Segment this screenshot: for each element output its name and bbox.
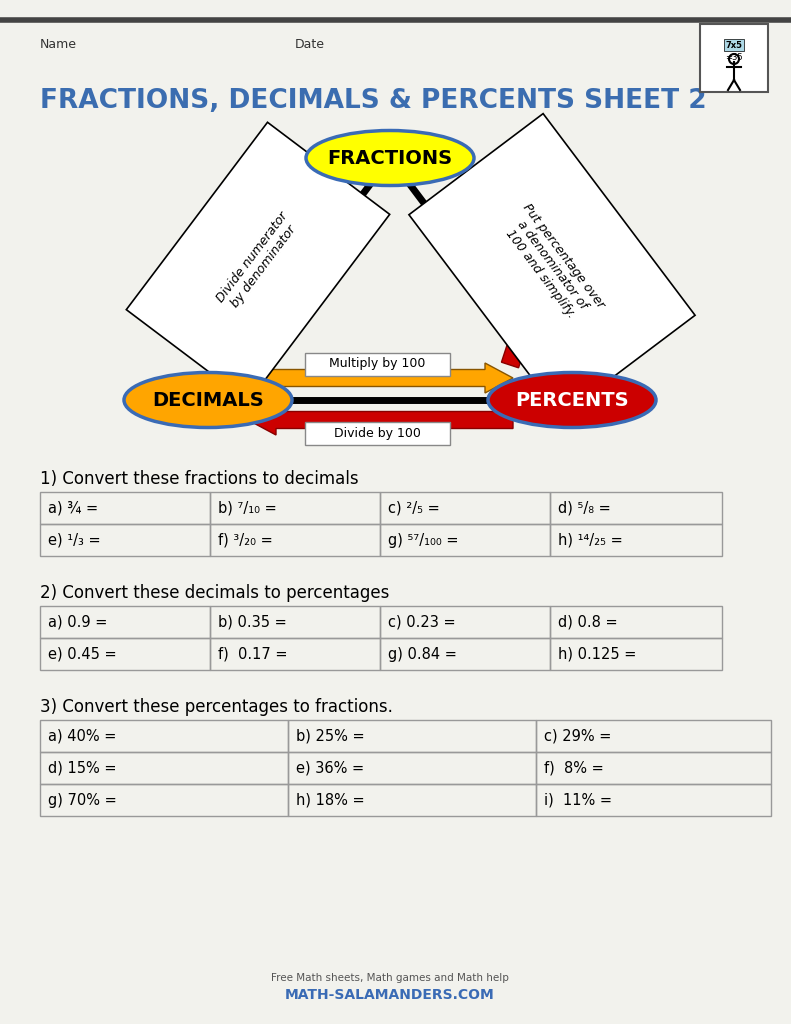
- Text: b) 0.35 =: b) 0.35 =: [218, 614, 287, 630]
- Text: Divide by 100: Divide by 100: [334, 427, 421, 439]
- Bar: [210, 492, 380, 524]
- Bar: [210, 606, 380, 638]
- Text: f)  8% =: f) 8% =: [544, 761, 604, 775]
- Bar: [380, 638, 550, 670]
- Text: e) ¹/₃ =: e) ¹/₃ =: [48, 532, 100, 548]
- Text: i)  11% =: i) 11% =: [544, 793, 612, 808]
- Bar: [40, 524, 210, 556]
- Bar: [40, 784, 288, 816]
- Text: e) 36% =: e) 36% =: [296, 761, 364, 775]
- Text: f) ³/₂₀ =: f) ³/₂₀ =: [218, 532, 273, 548]
- FancyArrow shape: [501, 197, 573, 368]
- Text: 3) Convert these percentages to fractions.: 3) Convert these percentages to fraction…: [40, 698, 393, 716]
- Text: h) ¹⁴/₂₅ =: h) ¹⁴/₂₅ =: [558, 532, 623, 548]
- Text: d) 15% =: d) 15% =: [48, 761, 116, 775]
- Text: d) ⁵/₈ =: d) ⁵/₈ =: [558, 501, 611, 515]
- Text: g) ⁵⁷/₁₀₀ =: g) ⁵⁷/₁₀₀ =: [388, 532, 459, 548]
- Text: Put percentage over
a denominator of
100 and simplify.: Put percentage over a denominator of 100…: [497, 201, 607, 329]
- Bar: [40, 752, 288, 784]
- Bar: [40, 720, 288, 752]
- Text: Name: Name: [40, 38, 77, 51]
- Text: e) 0.45 =: e) 0.45 =: [48, 646, 116, 662]
- Bar: [40, 606, 210, 638]
- Bar: [380, 492, 550, 524]
- FancyBboxPatch shape: [305, 353, 450, 376]
- Bar: [380, 606, 550, 638]
- FancyArrow shape: [248, 362, 513, 393]
- Bar: [536, 752, 771, 784]
- Text: c) 29% =: c) 29% =: [544, 728, 611, 743]
- Text: c) 0.23 =: c) 0.23 =: [388, 614, 456, 630]
- Text: g) 0.84 =: g) 0.84 =: [388, 646, 457, 662]
- Text: b) ⁷/₁₀ =: b) ⁷/₁₀ =: [218, 501, 277, 515]
- Ellipse shape: [124, 373, 292, 427]
- Bar: [550, 606, 722, 638]
- Bar: [380, 524, 550, 556]
- FancyBboxPatch shape: [305, 422, 450, 445]
- Bar: [550, 524, 722, 556]
- Ellipse shape: [488, 373, 656, 427]
- Bar: [288, 784, 536, 816]
- Text: FRACTIONS, DECIMALS & PERCENTS SHEET 2: FRACTIONS, DECIMALS & PERCENTS SHEET 2: [40, 88, 706, 114]
- Text: Multiply by 100: Multiply by 100: [329, 357, 426, 371]
- Text: 1) Convert these fractions to decimals: 1) Convert these fractions to decimals: [40, 470, 358, 488]
- Bar: [40, 492, 210, 524]
- Text: a) ¾ =: a) ¾ =: [48, 501, 98, 515]
- FancyArrow shape: [248, 406, 513, 435]
- Bar: [550, 638, 722, 670]
- Text: d) 0.8 =: d) 0.8 =: [558, 614, 618, 630]
- Text: h) 0.125 =: h) 0.125 =: [558, 646, 637, 662]
- Text: f)  0.17 =: f) 0.17 =: [218, 646, 287, 662]
- Text: PERCENTS: PERCENTS: [515, 390, 629, 410]
- Text: g) 70% =: g) 70% =: [48, 793, 117, 808]
- FancyBboxPatch shape: [700, 24, 768, 92]
- Text: DECIMALS: DECIMALS: [152, 390, 264, 410]
- Text: 2) Convert these decimals to percentages: 2) Convert these decimals to percentages: [40, 584, 389, 602]
- Text: Free Math sheets, Math games and Math help: Free Math sheets, Math games and Math he…: [271, 973, 509, 983]
- Text: a) 40% =: a) 40% =: [48, 728, 116, 743]
- Bar: [40, 638, 210, 670]
- Text: =35: =35: [725, 52, 743, 61]
- Text: h) 18% =: h) 18% =: [296, 793, 365, 808]
- Bar: [210, 638, 380, 670]
- Bar: [550, 492, 722, 524]
- FancyArrow shape: [240, 196, 333, 352]
- Bar: [288, 720, 536, 752]
- Bar: [536, 784, 771, 816]
- Text: c) ²/₅ =: c) ²/₅ =: [388, 501, 440, 515]
- Text: 7x5: 7x5: [725, 41, 743, 49]
- Text: a) 0.9 =: a) 0.9 =: [48, 614, 108, 630]
- Ellipse shape: [306, 130, 474, 185]
- Text: b) 25% =: b) 25% =: [296, 728, 365, 743]
- Bar: [210, 524, 380, 556]
- Bar: [536, 720, 771, 752]
- Text: Date: Date: [295, 38, 325, 51]
- Bar: [288, 752, 536, 784]
- Text: MATH-SALAMANDERS.COM: MATH-SALAMANDERS.COM: [285, 988, 495, 1002]
- Text: FRACTIONS: FRACTIONS: [327, 148, 452, 168]
- Text: Divide numerator
by denominator: Divide numerator by denominator: [214, 210, 302, 314]
